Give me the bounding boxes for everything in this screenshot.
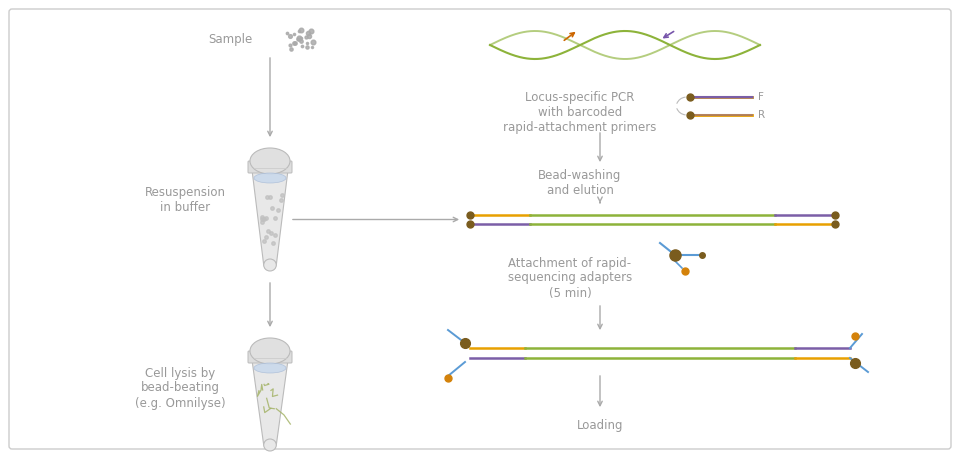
Text: Loading: Loading (577, 420, 623, 432)
Ellipse shape (254, 173, 286, 183)
Ellipse shape (254, 363, 286, 373)
Text: Resuspension
in buffer: Resuspension in buffer (145, 186, 226, 214)
Text: Sample: Sample (208, 33, 252, 47)
FancyBboxPatch shape (248, 161, 292, 173)
FancyBboxPatch shape (9, 9, 951, 449)
Polygon shape (252, 170, 288, 265)
Ellipse shape (264, 439, 276, 451)
Text: R: R (758, 110, 765, 120)
Text: F: F (758, 92, 764, 102)
Ellipse shape (264, 259, 276, 271)
Ellipse shape (250, 338, 290, 364)
Polygon shape (252, 360, 288, 445)
Text: Cell lysis by
bead-beating
(e.g. Omnilyse): Cell lysis by bead-beating (e.g. Omnilys… (134, 366, 226, 409)
Text: Attachment of rapid-
sequencing adapters
(5 min): Attachment of rapid- sequencing adapters… (508, 256, 632, 300)
FancyBboxPatch shape (248, 351, 292, 363)
Ellipse shape (250, 148, 290, 174)
Text: Bead-washing
and elution: Bead-washing and elution (539, 169, 622, 197)
Text: Locus-specific PCR
with barcoded
rapid-attachment primers: Locus-specific PCR with barcoded rapid-a… (503, 92, 657, 135)
